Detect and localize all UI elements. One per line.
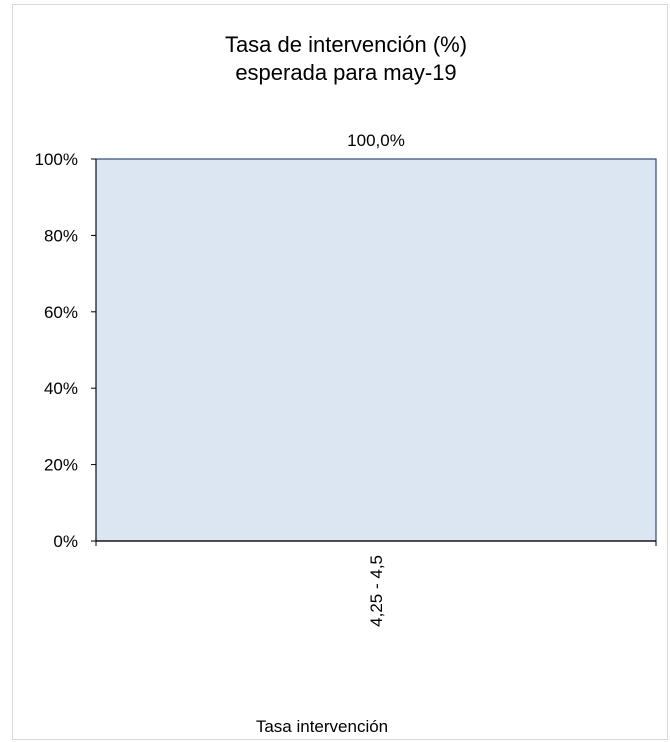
chart-title-line-1: Tasa de intervención (%) [225, 32, 467, 57]
bar-0 [95, 158, 657, 542]
x-axis-label: Tasa intervención [256, 717, 388, 736]
x-category-label-0: 4,25 - 4,5 [367, 555, 386, 627]
y-tick-label-5: 100% [35, 150, 78, 169]
y-tick-label-3: 60% [44, 303, 78, 322]
y-tick-label-0: 0% [53, 532, 78, 551]
y-tick-label-1: 20% [44, 456, 78, 475]
y-axis: 0% 20% 40% 60% 80% 100% [35, 150, 97, 551]
data-labels-group: 100,0% [347, 131, 405, 150]
chart-title-line-2: esperada para may-19 [235, 60, 456, 85]
y-tick-label-2: 40% [44, 379, 78, 398]
bars-group [95, 158, 657, 542]
data-label-0: 100,0% [347, 131, 405, 150]
chart-frame [12, 4, 668, 740]
y-tick-label-4: 80% [44, 226, 78, 245]
x-axis: 4,25 - 4,5 [95, 540, 657, 627]
